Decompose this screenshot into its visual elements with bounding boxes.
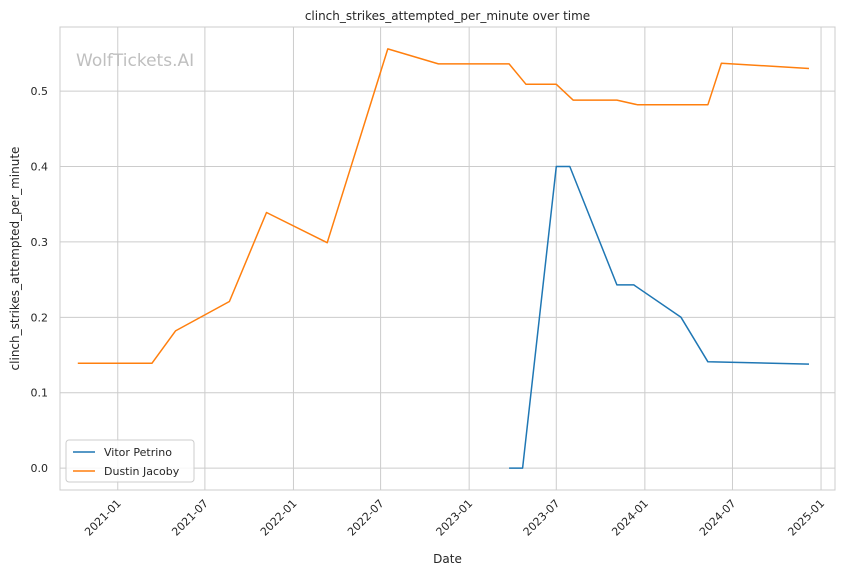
legend-label: Dustin Jacoby: [104, 465, 180, 478]
x-tick-label: 2024-01: [609, 497, 651, 539]
x-axis-title: Date: [433, 552, 462, 566]
y-tick-label: 0.5: [31, 85, 49, 98]
plot-area: [59, 26, 836, 491]
x-tick-label: 2025-01: [785, 497, 827, 539]
x-tick-label: 2023-01: [434, 497, 476, 539]
legend-box: [65, 439, 195, 483]
chart-title: clinch_strikes_attempted_per_minute over…: [305, 9, 590, 23]
x-tick-label: 2021-07: [169, 497, 211, 539]
legend-label: Vitor Petrino: [104, 446, 172, 459]
y-tick-label: 0.1: [31, 387, 49, 400]
x-tick-label: 2024-07: [697, 497, 739, 539]
y-axis-ticks: 0.0 0.1 0.2 0.3 0.4 0.5: [31, 85, 49, 475]
y-tick-label: 0.2: [31, 311, 49, 324]
y-tick-label: 0.4: [31, 161, 49, 174]
watermark-text: WolfTickets.AI: [76, 51, 194, 71]
series-lines: [77, 48, 810, 469]
y-tick-label: 0.3: [31, 236, 49, 249]
series-line-1: [77, 48, 810, 365]
x-tick-label: 2023-07: [521, 497, 563, 539]
y-axis-title: clinch_strikes_attempted_per_minute: [8, 147, 22, 371]
x-tick-label: 2022-01: [258, 497, 300, 539]
series-line-0: [509, 165, 810, 469]
grid-lines: [60, 27, 835, 490]
x-tick-label: 2022-07: [345, 497, 387, 539]
legend: Vitor Petrino Dustin Jacoby: [65, 439, 195, 483]
x-axis-ticks: 2021-01 2021-07 2022-01 2022-07 2023-01 2023-…: [82, 497, 827, 539]
x-tick-label: 2021-01: [82, 497, 124, 539]
y-tick-label: 0.0: [31, 462, 49, 475]
